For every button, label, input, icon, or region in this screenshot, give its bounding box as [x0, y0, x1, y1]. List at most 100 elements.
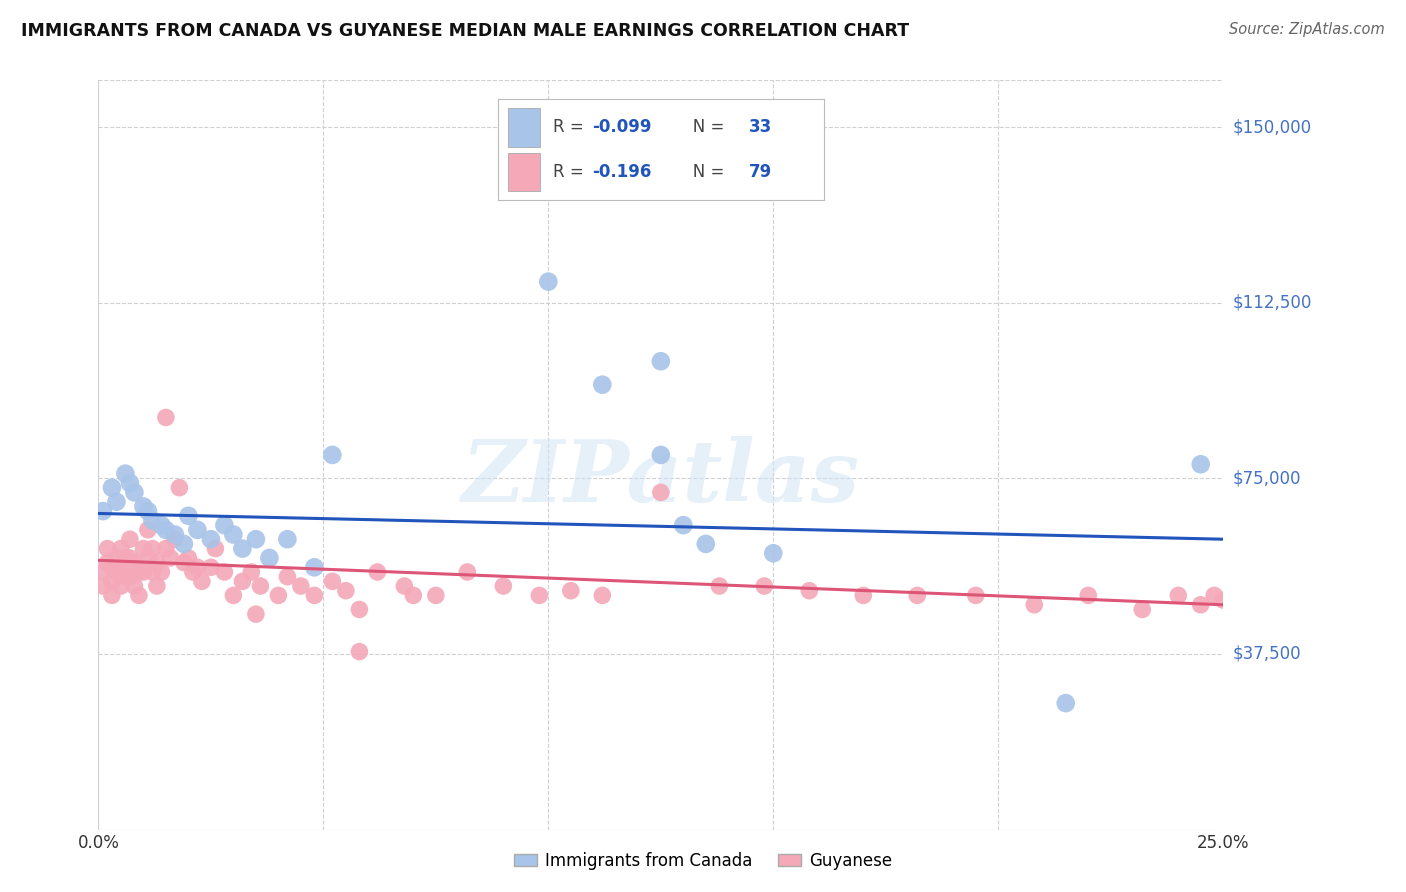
Point: [214, 565, 236, 579]
Point: [200, 560, 222, 574]
Point: [249, 579, 271, 593]
Point: [101, 574, 124, 589]
Point: [124, 556, 146, 570]
Point: [191, 574, 214, 589]
Point: [321, 448, 343, 462]
Point: [124, 579, 146, 593]
Point: [150, 565, 173, 579]
Point: [110, 579, 132, 593]
Point: [136, 504, 159, 518]
Point: [1130, 602, 1153, 616]
Point: [118, 532, 141, 546]
Point: [169, 481, 191, 495]
Point: [1054, 696, 1077, 710]
Point: [105, 565, 128, 579]
Point: [349, 644, 371, 658]
Point: [650, 485, 672, 500]
Point: [1204, 589, 1226, 603]
Point: [1167, 589, 1189, 603]
Point: [222, 589, 245, 603]
Point: [394, 579, 416, 593]
Point: [1024, 598, 1046, 612]
Point: [349, 602, 371, 616]
Point: [366, 565, 388, 579]
Text: $150,000: $150,000: [1232, 118, 1312, 136]
Point: [177, 551, 200, 566]
Point: [136, 551, 159, 566]
Point: [91, 565, 114, 579]
Point: [1189, 457, 1212, 471]
Point: [222, 527, 245, 541]
Point: [560, 583, 582, 598]
Point: [146, 579, 169, 593]
Text: Source: ZipAtlas.com: Source: ZipAtlas.com: [1229, 22, 1385, 37]
Point: [321, 574, 343, 589]
Point: [177, 508, 200, 523]
Point: [91, 579, 114, 593]
Point: [114, 467, 136, 481]
Point: [290, 579, 312, 593]
Point: [114, 551, 136, 566]
Point: [852, 589, 875, 603]
Point: [245, 532, 267, 546]
Point: [200, 532, 222, 546]
Point: [754, 579, 776, 593]
Point: [141, 541, 163, 556]
Point: [159, 551, 181, 566]
Point: [155, 541, 177, 556]
Point: [905, 589, 928, 603]
Legend: Immigrants from Canada, Guyanese: Immigrants from Canada, Guyanese: [508, 846, 898, 877]
Point: [1077, 589, 1099, 603]
Point: [259, 551, 281, 566]
Point: [762, 546, 785, 560]
Text: ZIPatlas: ZIPatlas: [461, 435, 860, 519]
Point: [591, 377, 613, 392]
Point: [204, 541, 226, 556]
Point: [425, 589, 447, 603]
Point: [304, 560, 326, 574]
Point: [402, 589, 425, 603]
Point: [101, 560, 124, 574]
Point: [276, 532, 298, 546]
Point: [456, 565, 478, 579]
Point: [186, 560, 208, 574]
Point: [101, 481, 124, 495]
Point: [492, 579, 515, 593]
Point: [101, 589, 124, 603]
Point: [240, 565, 263, 579]
Point: [150, 518, 173, 533]
Point: [650, 354, 672, 368]
Point: [110, 560, 132, 574]
Point: [118, 551, 141, 566]
Point: [114, 570, 136, 584]
Point: [231, 574, 253, 589]
Text: $112,500: $112,500: [1232, 293, 1312, 311]
Point: [672, 518, 695, 533]
Point: [695, 537, 717, 551]
Point: [96, 556, 118, 570]
Point: [1189, 598, 1212, 612]
Point: [128, 565, 150, 579]
Point: [124, 485, 146, 500]
Point: [186, 523, 208, 537]
Point: [214, 518, 236, 533]
Point: [128, 589, 150, 603]
Text: IMMIGRANTS FROM CANADA VS GUYANESE MEDIAN MALE EARNINGS CORRELATION CHART: IMMIGRANTS FROM CANADA VS GUYANESE MEDIA…: [21, 22, 910, 40]
Point: [231, 541, 253, 556]
Point: [799, 583, 821, 598]
Point: [155, 523, 177, 537]
Point: [105, 494, 128, 508]
Point: [118, 476, 141, 491]
Point: [709, 579, 731, 593]
Point: [105, 551, 128, 566]
Point: [591, 589, 613, 603]
Point: [146, 556, 169, 570]
Point: [650, 448, 672, 462]
Text: $75,000: $75,000: [1232, 469, 1301, 487]
Point: [132, 541, 155, 556]
Point: [537, 275, 560, 289]
Point: [335, 583, 357, 598]
Point: [163, 532, 186, 546]
Point: [304, 589, 326, 603]
Point: [110, 541, 132, 556]
